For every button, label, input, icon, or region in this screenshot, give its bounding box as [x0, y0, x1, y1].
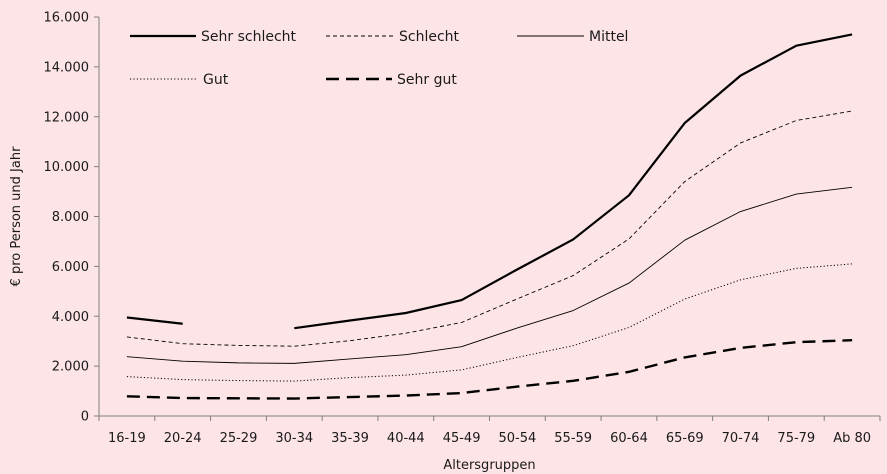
y-axis-title: € pro Person und Jahr: [9, 146, 24, 287]
series-line-schlecht: [126, 110, 853, 347]
x-tick-label: 50-54: [499, 431, 537, 446]
y-tick-label: 2.000: [52, 360, 89, 375]
x-axis-title: Altersgruppen: [443, 458, 535, 473]
x-tick-label: Ab 80: [833, 431, 871, 446]
series-line-gut: [126, 263, 853, 382]
series-line-sehr-gut: [126, 338, 853, 400]
legend-label: Gut: [203, 72, 229, 88]
y-tick-label: 4.000: [52, 310, 89, 325]
y-tick-label: 12.000: [44, 110, 90, 125]
x-tick-label: 16-19: [108, 431, 146, 446]
legend: Sehr schlecht Schlecht Mittel Gut Sehr gut: [130, 29, 628, 88]
x-tick-label: 65-69: [666, 431, 704, 446]
y-tick-label: 16.000: [44, 11, 90, 26]
x-ticks: 16-19 20-24 25-29 30-34 35-39 40-44 45-49 50-54…: [98, 416, 881, 446]
x-tick-label: 40-44: [387, 431, 425, 446]
y-tick-label: 8.000: [52, 210, 89, 225]
y-tick-label: 14.000: [44, 60, 90, 75]
y-tick-label: 6.000: [52, 260, 89, 275]
y-tick-label: 0: [81, 410, 89, 425]
y-ticks: 0 2.000 4.000 6.000 8.000 10.000 12.000 14.000 1…: [44, 11, 99, 425]
x-tick-label: 70-74: [722, 431, 760, 446]
legend-label: Sehr gut: [397, 72, 457, 88]
series-line-mittel: [126, 186, 853, 364]
x-tick-label: 75-79: [777, 431, 815, 446]
series-line-sehr-schlecht: [126, 316, 183, 325]
series-layer: [126, 33, 853, 400]
x-tick-label: 45-49: [443, 431, 481, 446]
y-tick-label: 10.000: [44, 160, 90, 175]
x-tick-label: 20-24: [164, 431, 202, 446]
x-tick-label: 35-39: [331, 431, 369, 446]
x-tick-label: 55-59: [554, 431, 592, 446]
x-tick-label: 25-29: [220, 431, 258, 446]
legend-label: Schlecht: [399, 29, 460, 45]
x-tick-label: 30-34: [275, 431, 313, 446]
x-tick-label: 60-64: [610, 431, 648, 446]
legend-label: Mittel: [589, 29, 628, 45]
legend-label: Sehr schlecht: [201, 29, 297, 45]
series-line-sehr-schlecht: [294, 33, 853, 330]
